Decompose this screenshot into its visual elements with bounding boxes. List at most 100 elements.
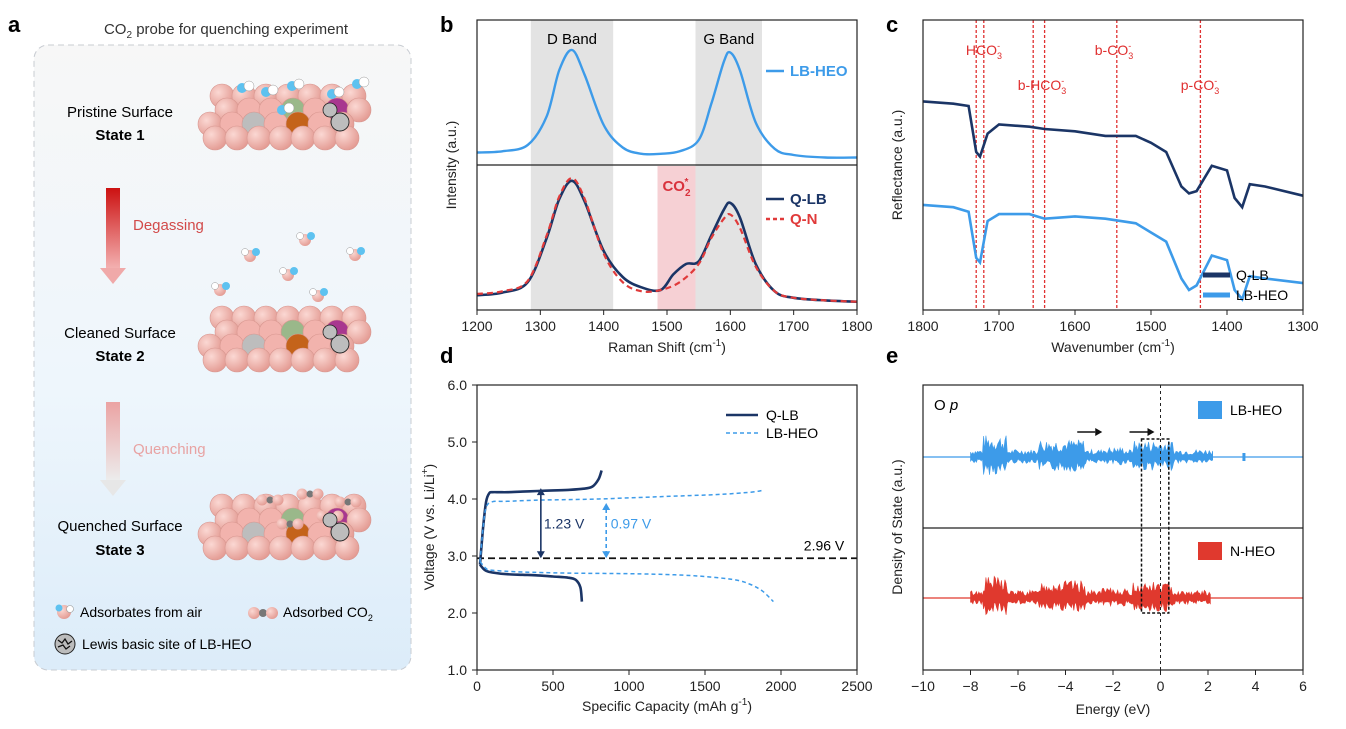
panel-a: a CO2 probe for quenching experiment Pri… — [8, 12, 412, 671]
slab-atom — [312, 125, 338, 151]
legend-lbheo-swatch-e — [1198, 401, 1222, 419]
dos-tick-label: 4 — [1252, 678, 1260, 694]
surface-slab-state2 — [197, 305, 372, 373]
free-molecule-atom — [279, 267, 287, 275]
slab-atom — [268, 347, 294, 373]
dos-curve-lb-heo — [970, 435, 1213, 475]
quenching-arrow-head — [100, 480, 126, 496]
dos-plot — [923, 385, 1303, 670]
slab-atom — [346, 507, 372, 533]
raman-tick-label: 1300 — [525, 318, 556, 334]
raman-tick-label: 1500 — [651, 318, 682, 334]
voltage-plot: 2.96 V 1.23 V 0.97 V — [477, 470, 857, 603]
ir-tick-label: 1700 — [983, 318, 1014, 334]
legend-air-text: Adsorbates from air — [80, 604, 202, 620]
raman-tick-label: 1700 — [778, 318, 809, 334]
free-molecule-atom — [346, 247, 354, 255]
legend-nheo-swatch-e — [1198, 542, 1222, 560]
state1-name: Pristine Surface — [67, 104, 173, 121]
dos-tick-label: −6 — [1010, 678, 1026, 694]
slab-atom — [246, 125, 272, 151]
lewis-site — [330, 522, 350, 542]
raman-tick-label: 1200 — [461, 318, 492, 334]
voltage-x-tick-label: 0 — [473, 678, 481, 694]
series-qn-raman — [476, 177, 858, 303]
shift-arrow-head — [1147, 428, 1155, 436]
desorbed-molecules — [211, 232, 365, 302]
slab-atom — [290, 125, 316, 151]
legend-qlb-b: Q-LB — [790, 191, 827, 208]
adsorbate-atom — [243, 80, 255, 92]
legend-co2-text: Adsorbed CO2 — [283, 604, 373, 623]
voltage-x-tick-label: 2500 — [841, 678, 872, 694]
free-molecule-atom — [211, 282, 219, 290]
voltage-ylabel: Voltage (V vs. Li/Li+) — [420, 464, 437, 590]
panel-d: d 2.96 V 1.23 V 0.97 V 0 500 1000 1500 2000 250… — [420, 343, 873, 714]
co2-atom — [334, 496, 346, 508]
adsorbate-atom — [267, 84, 279, 96]
co2-atom — [286, 520, 294, 528]
lewis-site — [330, 112, 350, 132]
slab-atom — [312, 347, 338, 373]
shift-arrow-head — [1095, 428, 1103, 436]
panel-label-b: b — [440, 12, 453, 37]
voltage-ticks: 0 500 1000 1500 2000 2500 1.0 2.0 3.0 4.0 5.0 6.0 — [448, 377, 873, 694]
ir-tick-label: 1500 — [1135, 318, 1166, 334]
panel-label-a: a — [8, 12, 21, 37]
legend-lewis-text: Lewis basic site of LB-HEO — [82, 636, 252, 652]
co2-atom — [312, 488, 324, 500]
raman-tick-label: 1400 — [588, 318, 619, 334]
legend-air-icon — [55, 604, 74, 619]
series-charge-lbheo — [479, 489, 763, 562]
legend-lbheo-e: LB-HEO — [1230, 402, 1282, 418]
adsorbate-atom — [283, 102, 295, 114]
lewis-site — [322, 102, 338, 118]
slab-atom — [202, 347, 228, 373]
ir-plot — [922, 100, 1304, 302]
ir-marker-label: b-CO3- — [1095, 41, 1133, 61]
slab-atom — [224, 125, 250, 151]
co2-atom — [344, 498, 352, 506]
panel-a-title: CO2 probe for quenching experiment — [104, 21, 349, 41]
slab-atom — [346, 319, 372, 345]
lewis-site — [330, 334, 350, 354]
co2-atom — [272, 494, 284, 506]
ir-marker-label: HCO3- — [966, 41, 1002, 61]
degassing-arrow-shaft — [106, 188, 120, 268]
slab-atom — [268, 125, 294, 151]
dos-tick-label: −10 — [911, 678, 935, 694]
voltage-y-tick-label: 3.0 — [448, 548, 468, 564]
dos-tick-label: −2 — [1105, 678, 1121, 694]
voltage-x-tick-label: 1500 — [689, 678, 720, 694]
raman-tick-label: 1600 — [715, 318, 746, 334]
co2-band-label: CO2* — [662, 177, 691, 199]
lewis-site-icon — [54, 633, 76, 655]
state2-name: Cleaned Surface — [64, 325, 176, 342]
adsorbate-atom — [358, 76, 370, 88]
dos-small-peak — [1242, 453, 1246, 461]
free-molecule-atom — [290, 267, 298, 275]
gap-label-lbheo: 0.97 V — [611, 516, 652, 532]
ir-x-ticks: 1800 1700 1600 1500 1400 1300 — [907, 310, 1319, 334]
voltage-y-tick-label: 2.0 — [448, 605, 468, 621]
ir-tick-label: 1400 — [1211, 318, 1242, 334]
dos-tick-label: 6 — [1299, 678, 1307, 694]
free-molecule-atom — [222, 282, 230, 290]
ir-frame — [922, 19, 1304, 311]
voltage-xlabel: Specific Capacity (mAh g-1) — [582, 697, 752, 714]
voltage-y-tick-label: 6.0 — [448, 377, 468, 393]
state3-label: State 3 — [95, 542, 144, 559]
legend-lbheo-b: LB-HEO — [790, 63, 848, 80]
raman-xlabel: Raman Shift (cm-1) — [608, 338, 726, 355]
surface-slab-state3 — [197, 488, 372, 561]
panel-label-c: c — [886, 12, 898, 37]
ir-markers: HCO3- b-HCO3- b-CO3- p-CO3- — [966, 20, 1219, 310]
voltage-x-tick-label: 1000 — [613, 678, 644, 694]
panel-label-d: d — [440, 343, 453, 368]
state3-name: Quenched Surface — [57, 518, 182, 535]
ir-tick-label: 1600 — [1059, 318, 1090, 334]
lewis-site — [322, 512, 338, 528]
co2-atom — [296, 488, 308, 500]
reference-label: 2.96 V — [804, 537, 845, 553]
